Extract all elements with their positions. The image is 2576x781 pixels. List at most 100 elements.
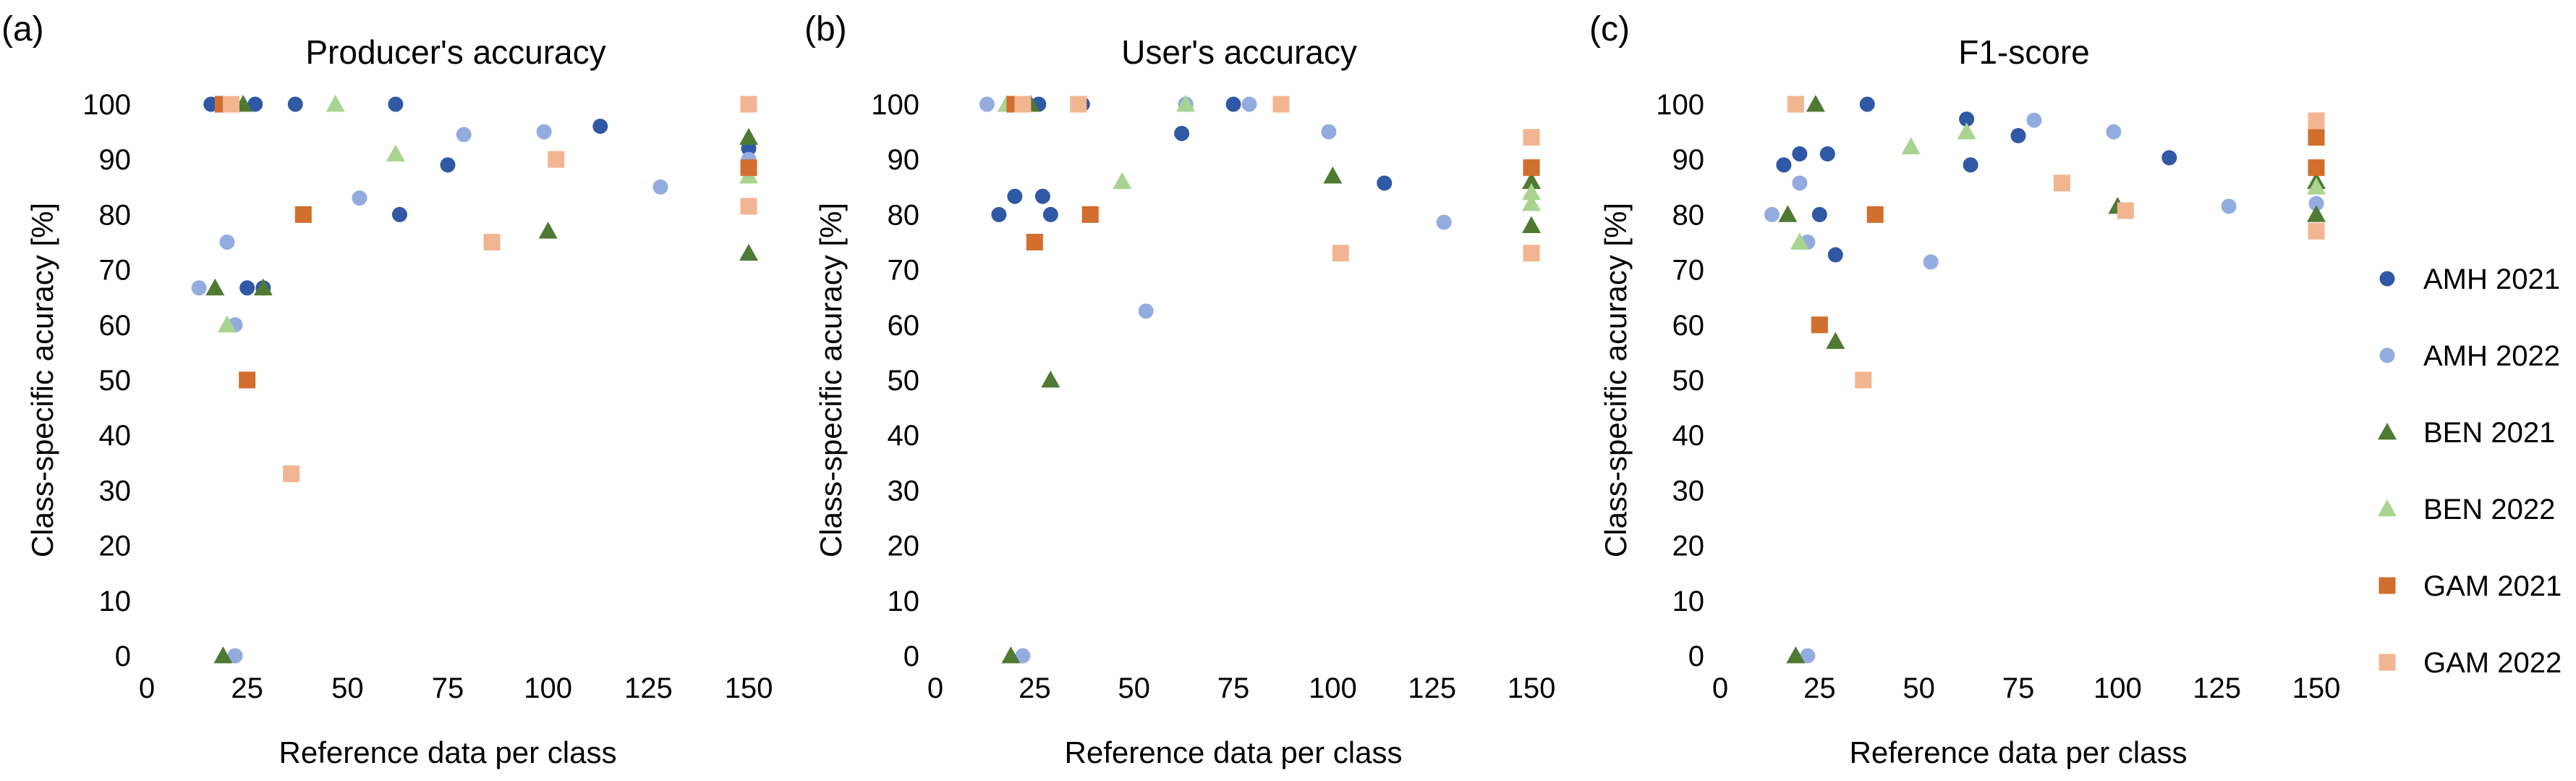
x-tick-label: 150 bbox=[2292, 672, 2341, 704]
data-point bbox=[1042, 206, 1058, 222]
data-point bbox=[1225, 96, 1241, 112]
data-point bbox=[352, 190, 367, 206]
data-point bbox=[239, 280, 255, 296]
data-point bbox=[1014, 96, 1032, 113]
y-tick-label: 50 bbox=[99, 365, 132, 397]
data-point bbox=[326, 95, 345, 112]
x-tick-label: 25 bbox=[231, 672, 263, 704]
legend-label: BEN 2022 bbox=[2423, 494, 2555, 525]
data-point bbox=[247, 96, 263, 112]
y-tick-label: 70 bbox=[888, 255, 920, 287]
x-axis-label: Reference data per class bbox=[1065, 735, 1403, 769]
series-ben-2021 bbox=[1001, 95, 1541, 664]
data-point bbox=[1827, 247, 1843, 263]
data-point bbox=[1001, 646, 1021, 664]
data-point bbox=[1332, 245, 1349, 262]
series-gam-2022 bbox=[1014, 96, 1540, 262]
series-amh-2021 bbox=[1776, 96, 2177, 263]
y-tick-label: 30 bbox=[99, 475, 132, 507]
data-point bbox=[991, 206, 1007, 222]
data-point bbox=[2307, 177, 2326, 195]
y-tick-label: 50 bbox=[1672, 365, 1705, 397]
y-tick-label: 70 bbox=[1672, 255, 1705, 287]
legend: AMH 2021 AMH 2022 BEN 2021 BEN 2022 GAM 2021… bbox=[2378, 263, 2562, 679]
chart-title: User's accuracy bbox=[1121, 33, 1357, 71]
series-ben-2021 bbox=[205, 95, 758, 664]
chart-title: F1-score bbox=[1958, 33, 2089, 71]
y-axis-label: Class-specific acuracy [%] bbox=[1599, 203, 1633, 557]
data-point bbox=[1377, 175, 1393, 191]
data-point bbox=[1034, 188, 1050, 204]
data-point bbox=[1776, 157, 1792, 173]
y-tick-label: 20 bbox=[1672, 531, 1705, 562]
data-point bbox=[253, 278, 273, 296]
data-point bbox=[213, 646, 233, 664]
y-tick-label: 0 bbox=[904, 641, 919, 672]
data-point bbox=[391, 206, 407, 222]
legend-item: BEN 2022 bbox=[2378, 494, 2555, 525]
data-point bbox=[287, 96, 303, 112]
y-axis-label: Class-specific acuracy [%] bbox=[814, 203, 848, 557]
panel-letter: (a) bbox=[1, 10, 44, 48]
data-point bbox=[1174, 125, 1190, 141]
y-tick-label: 60 bbox=[888, 310, 920, 342]
series-gam-2022 bbox=[222, 96, 757, 483]
data-point bbox=[1787, 96, 1804, 113]
legend-item: GAM 2022 bbox=[2379, 647, 2562, 679]
data-point bbox=[1859, 96, 1875, 112]
data-point bbox=[1811, 206, 1827, 222]
data-point bbox=[2307, 205, 2326, 222]
data-point bbox=[483, 234, 501, 250]
x-tick-label: 75 bbox=[1217, 672, 1250, 704]
data-point bbox=[739, 127, 758, 145]
x-tick-label: 100 bbox=[1309, 672, 1357, 704]
y-tick-label: 90 bbox=[1672, 144, 1705, 176]
data-point bbox=[1786, 646, 1806, 664]
data-point bbox=[592, 118, 608, 134]
data-point bbox=[1957, 122, 1976, 140]
data-point bbox=[1522, 216, 1541, 234]
data-point bbox=[1963, 157, 1978, 173]
series-gam-2021 bbox=[1006, 96, 1540, 250]
data-point bbox=[1806, 95, 1825, 112]
data-point bbox=[219, 235, 235, 250]
y-tick-label: 70 bbox=[99, 255, 132, 287]
series-amh-2022 bbox=[1764, 112, 2324, 664]
data-point bbox=[1811, 316, 1828, 334]
data-point bbox=[1826, 332, 1845, 350]
panel-letter: (c) bbox=[1589, 10, 1630, 48]
chart-panel-3: (c) F1-score 0 10 20 30 40 50 60 70 80 90 100 0 25 50 75… bbox=[1589, 10, 2340, 769]
x-tick-label: 0 bbox=[927, 672, 943, 704]
legend-marker bbox=[2379, 654, 2396, 671]
series-amh-2022 bbox=[979, 96, 1452, 664]
y-tick-label: 50 bbox=[888, 365, 920, 397]
data-point bbox=[1272, 96, 1290, 113]
data-point bbox=[1241, 96, 1257, 112]
data-point bbox=[1007, 188, 1023, 204]
x-tick-label: 50 bbox=[1903, 672, 1935, 704]
y-tick-label: 80 bbox=[888, 199, 920, 231]
series-gam-2022 bbox=[1787, 96, 2325, 389]
data-point bbox=[1041, 371, 1060, 388]
legend-marker bbox=[2378, 423, 2397, 440]
y-tick-label: 10 bbox=[99, 586, 132, 617]
data-point bbox=[2161, 150, 2177, 166]
data-point bbox=[1522, 182, 1541, 200]
panels: (a) Producer's accuracy 0 10 20 30 40 50 60 70 80 9… bbox=[1, 10, 2340, 769]
data-point bbox=[548, 151, 565, 168]
data-point bbox=[2308, 195, 2324, 211]
chart-panel-2: (b) User's accuracy 0 10 20 30 40 50 60 70 80 90 100… bbox=[804, 10, 1555, 769]
data-point bbox=[2308, 129, 2325, 146]
panel-letter: (b) bbox=[804, 10, 847, 48]
data-point bbox=[2026, 112, 2042, 128]
x-tick-label: 50 bbox=[1118, 672, 1150, 704]
data-point bbox=[1959, 111, 1975, 127]
data-point bbox=[1778, 205, 1798, 222]
data-point bbox=[2308, 112, 2325, 130]
data-point bbox=[2308, 222, 2325, 240]
legend-marker bbox=[2379, 347, 2395, 363]
data-point bbox=[1866, 206, 1884, 223]
data-point bbox=[1800, 648, 1816, 664]
y-tick-label: 80 bbox=[99, 199, 132, 231]
